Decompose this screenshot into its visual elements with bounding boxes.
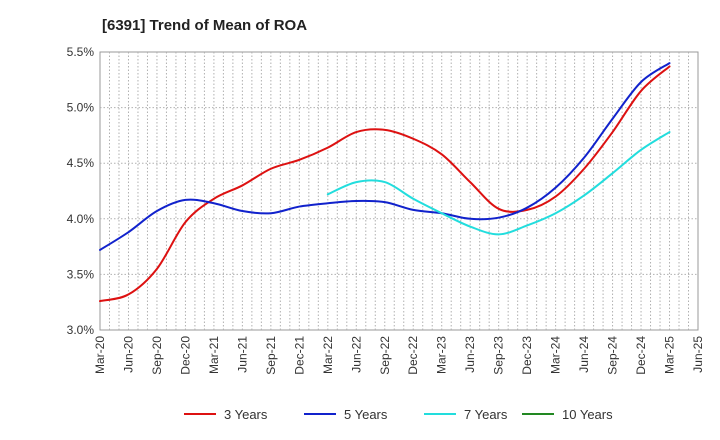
x-tick-label: Mar-20 (93, 336, 107, 374)
x-tick-label: Mar-25 (663, 336, 677, 374)
x-tick-label: Dec-23 (520, 336, 534, 375)
x-tick-label: Dec-24 (634, 336, 648, 375)
series-line-7-years (326, 131, 671, 236)
x-tick-label: Sep-22 (378, 336, 392, 375)
y-tick-label: 4.0% (67, 212, 95, 226)
x-tick-label: Dec-21 (292, 336, 306, 375)
legend-label: 3 Years (224, 407, 268, 422)
legend-label: 7 Years (464, 407, 508, 422)
y-tick-label: 5.0% (67, 101, 95, 115)
legend: 3 Years 5 Years 7 Years 10 Years (184, 407, 613, 422)
x-tick-label: Jun-24 (577, 336, 591, 373)
x-tick-label: Sep-24 (606, 336, 620, 375)
y-tick-label: 5.5% (67, 45, 95, 59)
x-tick-label: Dec-20 (178, 336, 192, 375)
x-tick-label: Mar-21 (207, 336, 221, 374)
x-tick-label: Jun-21 (235, 336, 249, 373)
x-tick-label: Sep-20 (150, 336, 164, 375)
y-tick-label: 3.5% (67, 267, 95, 281)
x-tick-label: Mar-22 (321, 336, 335, 374)
x-tick-label: Sep-23 (492, 336, 506, 375)
x-tick-label: Sep-21 (264, 336, 278, 375)
x-axis-ticks: Mar-20 Jun-20 Sep-20 Dec-20 Mar-21 Jun-21 Sep-… (93, 336, 705, 375)
x-tick-label: Dec-22 (406, 336, 420, 375)
series-line-3-years (99, 65, 671, 303)
chart-title: [6391] Trend of Mean of ROA (102, 17, 307, 34)
plot-area (99, 51, 699, 331)
x-tick-label: Jun-23 (463, 336, 477, 373)
x-tick-label: Jun-25 (691, 336, 705, 373)
x-tick-label: Mar-24 (549, 336, 563, 374)
x-tick-label: Jun-20 (121, 336, 135, 373)
legend-label: 5 Years (344, 407, 388, 422)
x-tick-label: Mar-23 (435, 336, 449, 374)
y-tick-label: 4.5% (67, 156, 95, 170)
series-line-5-years (99, 62, 671, 251)
grid-lines (100, 52, 698, 330)
y-axis-ticks: 3.0% 3.5% 4.0% 4.5% 5.0% 5.5% (67, 45, 95, 337)
x-tick-label: Jun-22 (349, 336, 363, 373)
y-tick-label: 3.0% (67, 323, 95, 337)
legend-label: 10 Years (562, 407, 613, 422)
series-lines (99, 62, 671, 303)
